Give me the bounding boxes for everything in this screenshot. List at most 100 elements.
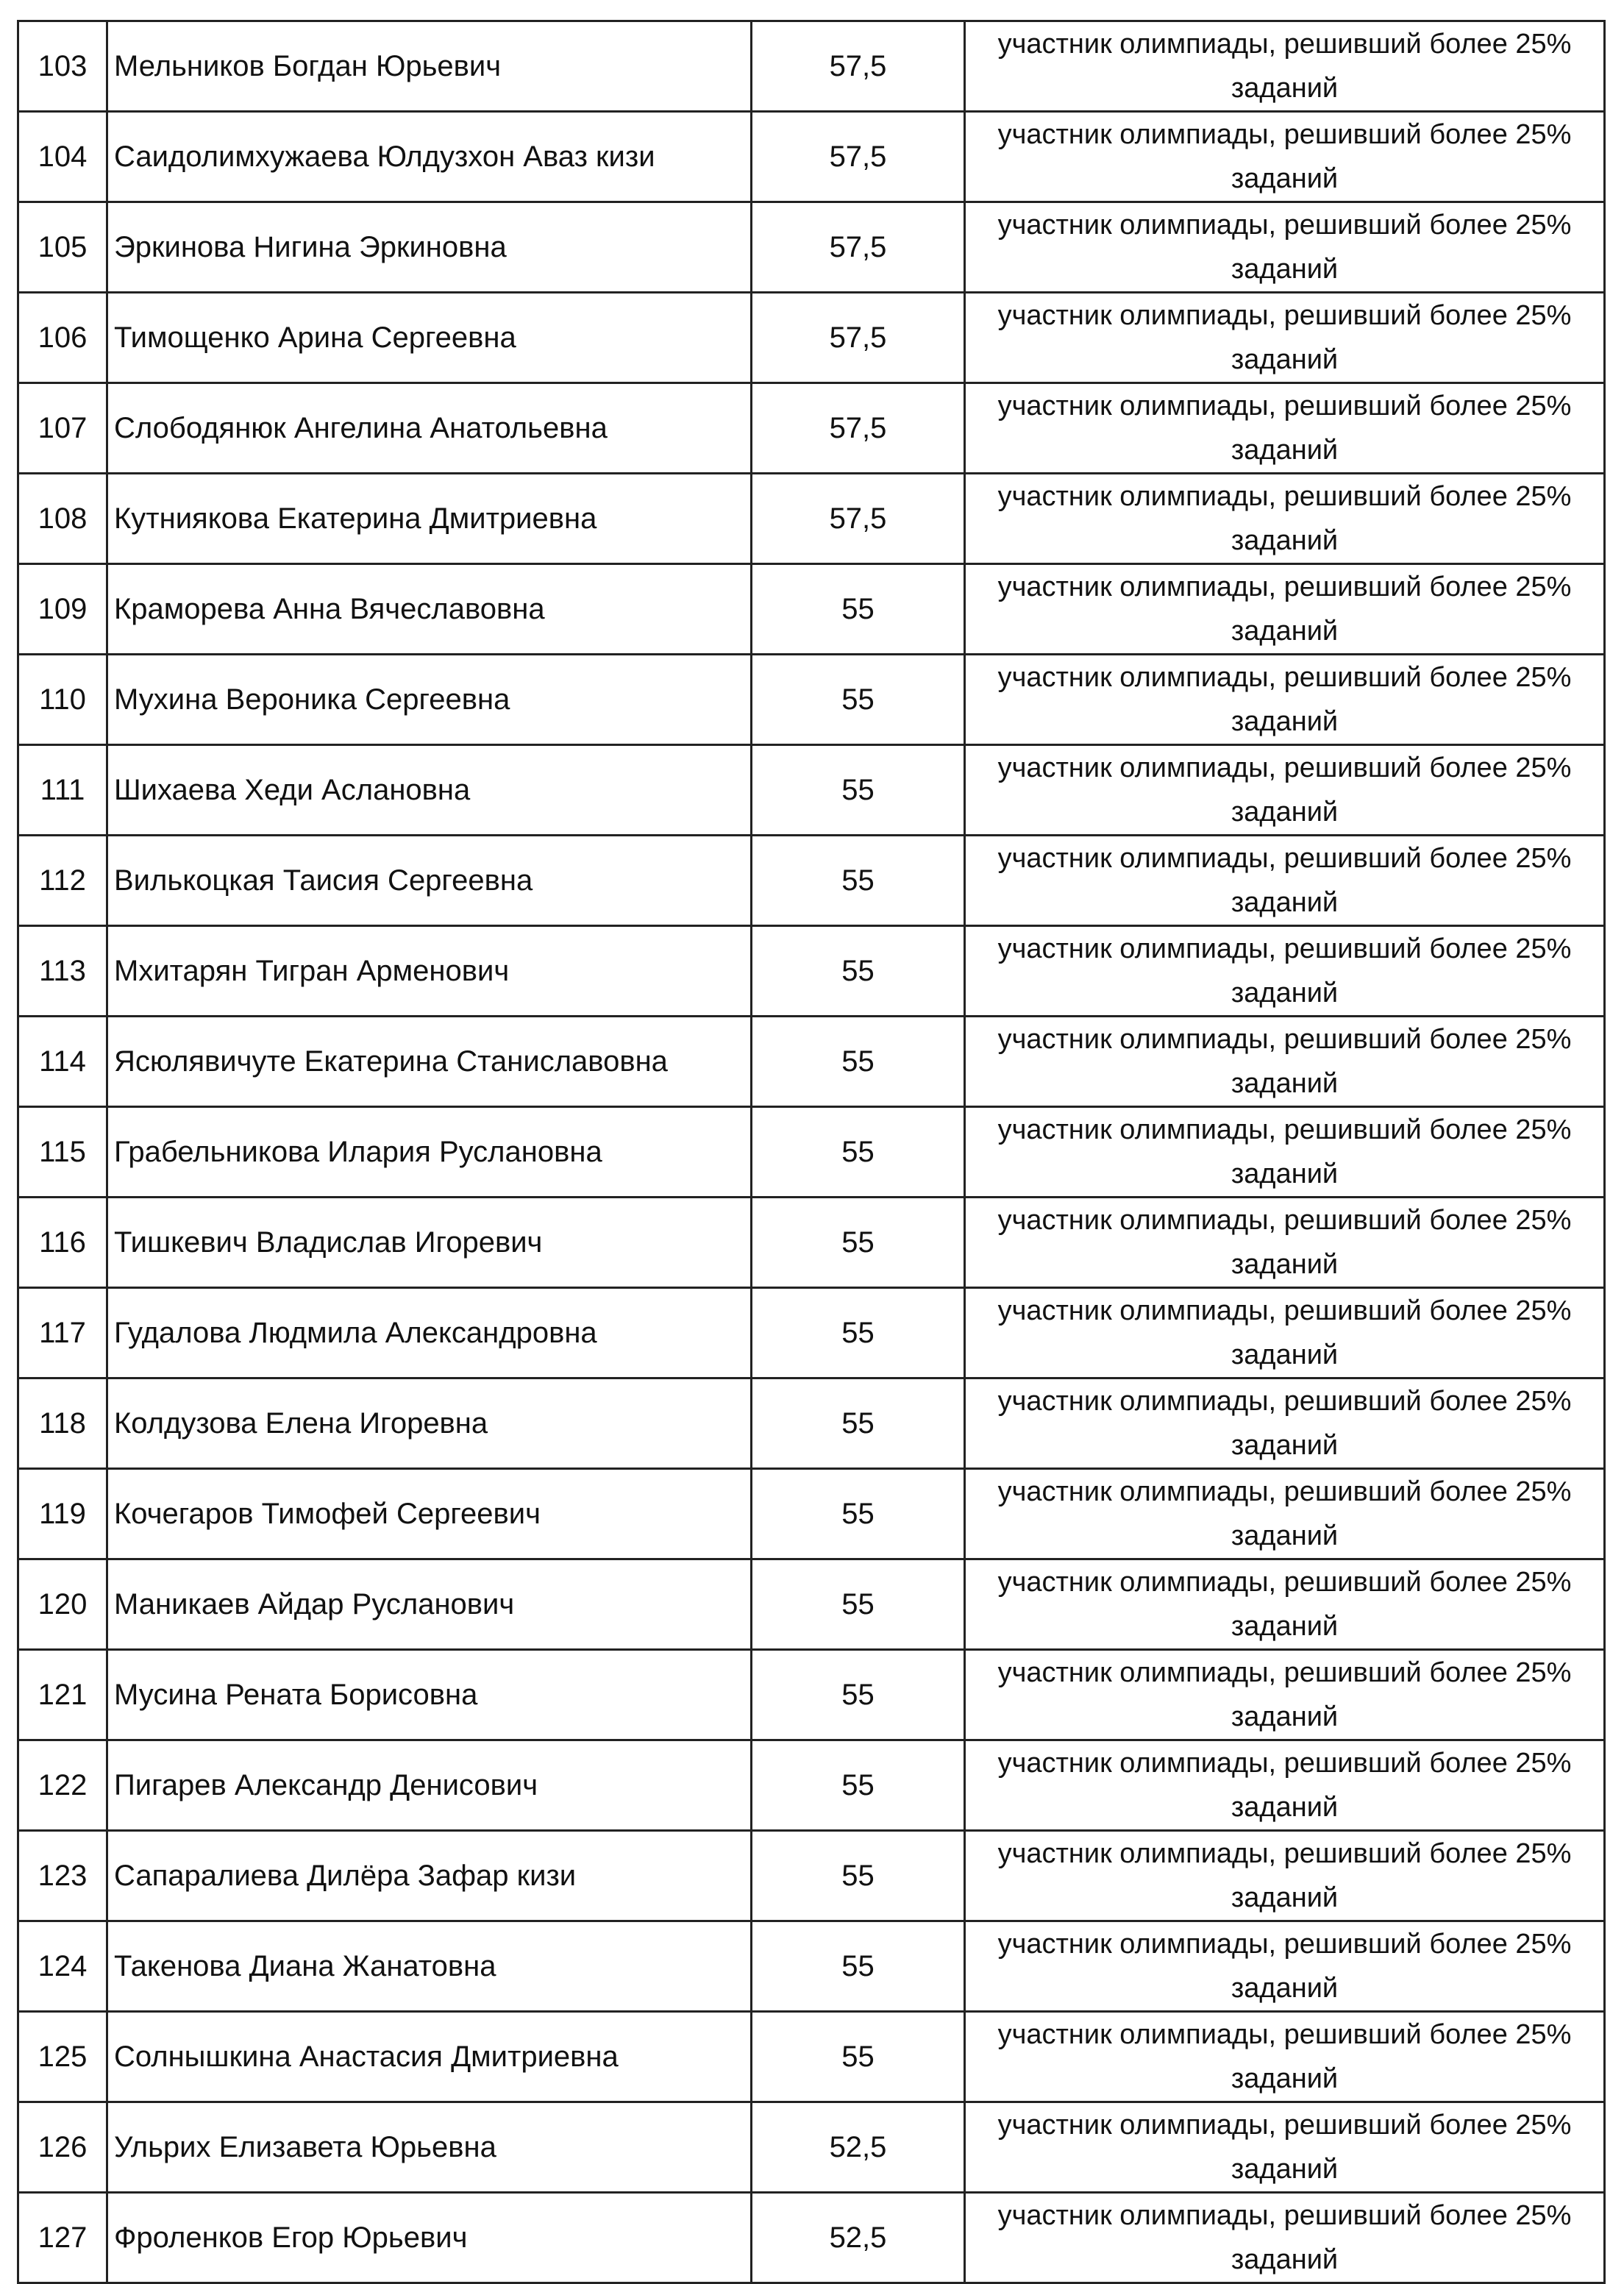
status-line-2: заданий <box>1231 73 1339 104</box>
status-line-2: заданий <box>1231 616 1339 647</box>
participant-name: Саидолимхужаева Юлдузхон Аваз кизи <box>106 110 752 203</box>
status-line-1: участник олимпиады, решивший более 25% <box>997 1114 1572 1145</box>
participant-name: Тишкевич Владислав Игоревич <box>106 1196 752 1289</box>
score: 57,5 <box>750 472 966 565</box>
status-line-1: участник олимпиады, решивший более 25% <box>997 1205 1572 1236</box>
status-line-2: заданий <box>1231 706 1339 737</box>
score: 55 <box>750 1377 966 1470</box>
status-line-1: участник олимпиады, решивший более 25% <box>997 843 1572 874</box>
score: 55 <box>750 1558 966 1651</box>
status-line-2: заданий <box>1231 2154 1339 2185</box>
table-row: 106 Тимощенко Арина Сергеевна 57,5 участник… <box>17 291 1606 384</box>
status-line-1: участник олимпиады, решивший более 25% <box>997 210 1572 241</box>
table-row: 110 Мухина Вероника Сергеевна 55 участник о… <box>17 653 1606 746</box>
participant-name: Краморева Анна Вячеславовна <box>106 563 752 655</box>
status: участник олимпиады, решивший более 25% за… <box>964 925 1606 1017</box>
status-line-1: участник олимпиады, решивший более 25% <box>997 300 1572 331</box>
status-line-1: участник олимпиады, решивший более 25% <box>997 119 1572 150</box>
status: участник олимпиады, решивший более 25% за… <box>964 834 1606 927</box>
status-line-2: заданий <box>1231 1792 1339 1823</box>
score: 55 <box>750 834 966 927</box>
row-number: 121 <box>17 1648 108 1741</box>
participant-name: Гудалова Людмила Александровна <box>106 1287 752 1379</box>
score: 55 <box>750 925 966 1017</box>
participant-name: Ульрих Елизавета Юрьевна <box>106 2101 752 2194</box>
table-row: 117 Гудалова Людмила Александровна 55 участ… <box>17 1287 1606 1379</box>
status: участник олимпиады, решивший более 25% за… <box>964 1015 1606 1108</box>
row-number: 114 <box>17 1015 108 1108</box>
status-line-2: заданий <box>1231 1068 1339 1099</box>
row-number: 113 <box>17 925 108 1017</box>
score: 55 <box>750 563 966 655</box>
status-line-1: участник олимпиады, решивший более 25% <box>997 29 1572 60</box>
row-number: 124 <box>17 1920 108 2013</box>
row-number: 126 <box>17 2101 108 2194</box>
score: 57,5 <box>750 201 966 293</box>
row-number: 111 <box>17 744 108 836</box>
score: 57,5 <box>750 291 966 384</box>
status: участник олимпиады, решивший более 25% за… <box>964 110 1606 203</box>
status-line-2: заданий <box>1231 344 1339 375</box>
score: 52,5 <box>750 2191 966 2284</box>
status-line-1: участник олимпиады, решивший более 25% <box>997 391 1572 421</box>
table-row: 122 Пигарев Александр Денисович 55 участник… <box>17 1739 1606 1832</box>
status-line-1: участник олимпиады, решивший более 25% <box>997 1476 1572 1507</box>
status: участник олимпиады, решивший более 25% за… <box>964 1196 1606 1289</box>
participant-name: Кочегаров Тимофей Сергеевич <box>106 1467 752 1560</box>
score: 55 <box>750 1920 966 2013</box>
participant-name: Мусина Рената Борисовна <box>106 1648 752 1741</box>
status: участник олимпиады, решивший более 25% за… <box>964 472 1606 565</box>
status: участник олимпиады, решивший более 25% за… <box>964 382 1606 474</box>
table-row: 109 Краморева Анна Вячеславовна 55 участник… <box>17 563 1606 655</box>
status: участник олимпиады, решивший более 25% за… <box>964 1377 1606 1470</box>
row-number: 104 <box>17 110 108 203</box>
score: 55 <box>750 1648 966 1741</box>
score: 55 <box>750 653 966 746</box>
status: участник олимпиады, решивший более 25% за… <box>964 1558 1606 1651</box>
table-row: 118 Колдузова Елена Игоревна 55 участник ол… <box>17 1377 1606 1470</box>
row-number: 125 <box>17 2010 108 2103</box>
status: участник олимпиады, решивший более 25% за… <box>964 201 1606 293</box>
table-row: 115 Грабельникова Илария Руслановна 55 учас… <box>17 1106 1606 1198</box>
participant-name: Мухина Вероника Сергеевна <box>106 653 752 746</box>
status-line-2: заданий <box>1231 163 1339 194</box>
table-row: 107 Слободянюк Ангелина Анатольевна 57,5 уч… <box>17 382 1606 474</box>
score: 55 <box>750 1739 966 1832</box>
row-number: 120 <box>17 1558 108 1651</box>
status-line-2: заданий <box>1231 435 1339 466</box>
row-number: 108 <box>17 472 108 565</box>
participant-name: Такенова Диана Жанатовна <box>106 1920 752 2013</box>
row-number: 107 <box>17 382 108 474</box>
participant-name: Шихаева Хеди Аслановна <box>106 744 752 836</box>
status-line-1: участник олимпиады, решивший более 25% <box>997 662 1572 693</box>
status: участник олимпиады, решивший более 25% за… <box>964 2010 1606 2103</box>
score: 57,5 <box>750 110 966 203</box>
status: участник олимпиады, решивший более 25% за… <box>964 291 1606 384</box>
status: участник олимпиады, решивший более 25% за… <box>964 2191 1606 2284</box>
participant-name: Пигарев Александр Денисович <box>106 1739 752 1832</box>
status-line-2: заданий <box>1231 1249 1339 1280</box>
score: 55 <box>750 1467 966 1560</box>
status-line-2: заданий <box>1231 2063 1339 2094</box>
row-number: 109 <box>17 563 108 655</box>
status-line-2: заданий <box>1231 525 1339 556</box>
participant-name: Вилькоцкая Таисия Сергеевна <box>106 834 752 927</box>
table-row: 124 Такенова Диана Жанатовна 55 участник ол… <box>17 1920 1606 2013</box>
score: 55 <box>750 1015 966 1108</box>
participant-name: Мхитарян Тигран Арменович <box>106 925 752 1017</box>
status-line-2: заданий <box>1231 1611 1339 1642</box>
table-row: 108 Кутниякова Екатерина Дмитриевна 57,5 уч… <box>17 472 1606 565</box>
table-row: 104 Саидолимхужаева Юлдузхон Аваз кизи 57,… <box>17 110 1606 203</box>
row-number: 105 <box>17 201 108 293</box>
participant-name: Тимощенко Арина Сергеевна <box>106 291 752 384</box>
score: 55 <box>750 1106 966 1198</box>
score: 57,5 <box>750 20 966 113</box>
status-line-2: заданий <box>1231 1701 1339 1732</box>
table-row: 125 Солнышкина Анастасия Дмитриевна 55 учас… <box>17 2010 1606 2103</box>
score: 55 <box>750 744 966 836</box>
participant-name: Слободянюк Ангелина Анатольевна <box>106 382 752 474</box>
table-row: 119 Кочегаров Тимофей Сергеевич 55 участник… <box>17 1467 1606 1560</box>
status-line-2: заданий <box>1231 797 1339 828</box>
status-line-2: заданий <box>1231 1430 1339 1461</box>
results-table-body: 103 Мельников Богдан Юрьевич 57,5 участник … <box>17 20 1606 2284</box>
